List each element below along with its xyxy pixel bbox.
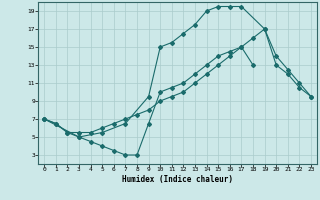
X-axis label: Humidex (Indice chaleur): Humidex (Indice chaleur) bbox=[122, 175, 233, 184]
